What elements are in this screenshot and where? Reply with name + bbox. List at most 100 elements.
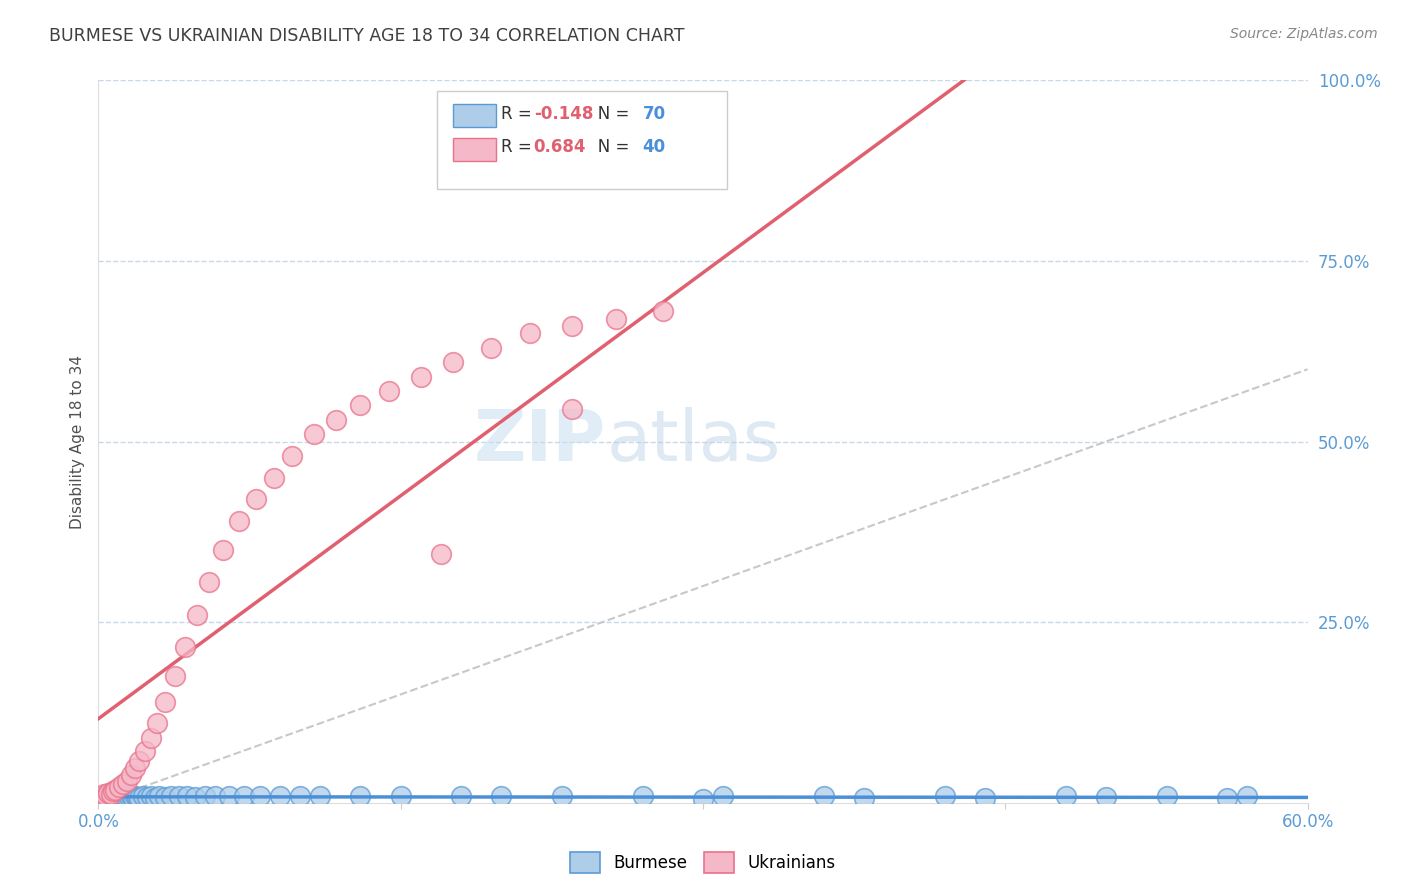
Point [1054,789,1077,803]
Point [409,369,432,384]
Point [194,789,217,804]
Point [100,790,122,805]
FancyBboxPatch shape [453,138,496,161]
Point [132,789,155,804]
Point [89,791,111,805]
Point [430,547,453,561]
Point [389,789,412,803]
Point [124,789,146,803]
Point [107,789,129,804]
Text: 40: 40 [643,138,665,156]
Point [115,774,138,789]
Point [97,790,120,805]
Point [1156,789,1178,804]
Point [491,789,513,803]
Point [115,791,138,805]
Point [711,789,734,804]
FancyBboxPatch shape [453,104,496,128]
Point [198,575,221,590]
Point [934,789,956,804]
Text: 70: 70 [643,105,665,123]
Point [96,789,118,803]
Point [128,790,150,805]
Text: atlas: atlas [606,407,780,476]
Point [853,791,876,805]
Point [176,789,198,803]
Point [309,789,332,803]
Point [121,790,143,805]
Text: ZIP: ZIP [474,407,606,476]
Point [96,790,118,805]
Point [813,789,835,803]
Point [232,789,254,803]
Point [143,790,166,805]
Text: 0.684: 0.684 [534,138,586,156]
Text: -0.148: -0.148 [534,105,593,123]
Point [111,777,134,791]
Point [124,761,146,775]
Point [186,607,208,622]
Point [89,790,111,805]
Point [174,640,197,655]
Point [91,791,114,805]
Point [245,492,267,507]
Text: BURMESE VS UKRAINIAN DISABILITY AGE 18 TO 34 CORRELATION CHART: BURMESE VS UKRAINIAN DISABILITY AGE 18 T… [49,27,685,45]
Point [288,789,311,804]
Point [89,790,111,805]
Point [561,318,583,333]
Point [325,413,347,427]
Point [120,789,142,804]
Point [111,790,134,805]
Text: R =: R = [501,105,537,123]
Point [204,789,226,803]
Point [184,790,207,805]
Point [93,790,115,805]
Point [146,716,169,731]
Point [139,731,162,745]
Point [1095,790,1118,805]
Y-axis label: Disability Age 18 to 34: Disability Age 18 to 34 [69,354,84,529]
Point [349,789,371,804]
Point [450,789,472,804]
Point [114,789,136,804]
Point [153,695,176,709]
Legend: Burmese, Ukrainians: Burmese, Ukrainians [564,846,842,880]
Point [651,304,673,318]
Point [1236,789,1258,803]
Point [93,791,115,805]
Point [103,790,125,805]
Point [96,789,118,804]
Point [91,792,114,806]
Point [135,790,157,805]
Point [551,789,574,804]
Point [441,355,464,369]
Point [561,402,583,417]
Point [89,792,111,806]
Point [153,790,176,805]
Point [631,789,654,803]
Point [160,789,183,803]
Text: N =: N = [582,138,634,156]
Point [249,789,271,804]
Point [97,786,120,800]
Point [101,784,124,798]
Point [212,542,235,557]
Point [974,790,997,805]
Point [103,782,125,797]
Point [281,449,304,463]
Point [218,789,240,804]
Point [103,789,125,803]
Point [228,514,250,528]
Point [110,790,132,805]
Point [93,787,115,801]
Point [125,790,148,805]
Point [134,744,156,758]
Point [107,780,129,794]
Point [1216,791,1239,805]
Point [302,427,325,442]
Point [91,789,114,804]
Point [377,384,399,398]
Text: Source: ZipAtlas.com: Source: ZipAtlas.com [1230,27,1378,41]
Point [89,793,111,807]
Point [167,789,190,804]
